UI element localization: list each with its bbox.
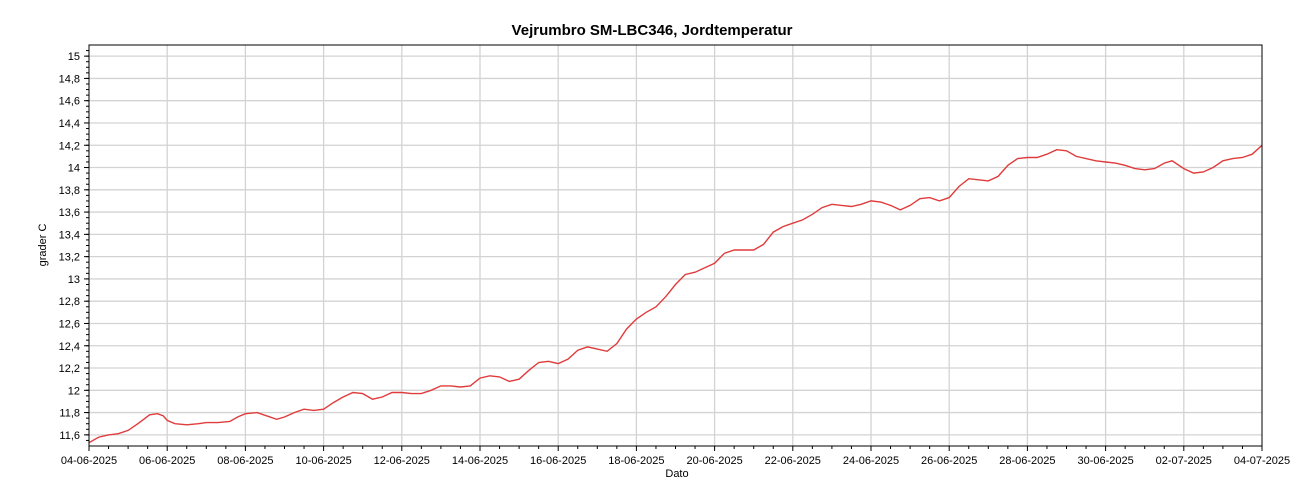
x-tick-label: 14-06-2025 bbox=[452, 455, 508, 467]
axes bbox=[84, 50, 1263, 451]
y-tick-label: 12 bbox=[68, 385, 80, 397]
y-tick-label: 13,6 bbox=[59, 207, 80, 219]
y-tick-label: 13,2 bbox=[59, 252, 80, 264]
x-tick-label: 28-06-2025 bbox=[999, 455, 1055, 467]
x-tick-label: 30-06-2025 bbox=[1077, 455, 1133, 467]
x-tick-label: 26-06-2025 bbox=[921, 455, 977, 467]
y-axis-label: grader C bbox=[37, 224, 49, 267]
y-tick-label: 14,4 bbox=[59, 118, 80, 130]
y-tick-label: 14,6 bbox=[59, 96, 80, 108]
x-tick-label: 24-06-2025 bbox=[843, 455, 899, 467]
chart-title: Vejrumbro SM-LBC346, Jordtemperatur bbox=[512, 22, 793, 39]
x-tick-label: 18-06-2025 bbox=[608, 455, 664, 467]
y-tick-label: 13 bbox=[68, 274, 80, 286]
y-tick-label: 11,8 bbox=[59, 408, 80, 420]
y-tick-label: 11,6 bbox=[59, 430, 80, 442]
x-tick-label: 04-06-2025 bbox=[61, 455, 117, 467]
x-tick-label: 10-06-2025 bbox=[295, 455, 351, 467]
y-tick-label: 12,2 bbox=[59, 363, 80, 375]
x-axis-label: Dato bbox=[665, 468, 688, 480]
plot-frame bbox=[88, 44, 1263, 447]
series-layer bbox=[89, 144, 1262, 444]
x-tick-label: 02-07-2025 bbox=[1156, 455, 1212, 467]
y-tick-label: 14 bbox=[68, 163, 80, 175]
x-tick-label: 12-06-2025 bbox=[374, 455, 430, 467]
tick-labels: 04-06-2025 06-06-2025 08-06-2025 10-06-2025… bbox=[59, 51, 1291, 467]
y-tick-label: 15 bbox=[68, 51, 80, 63]
y-tick-label: 14,2 bbox=[59, 140, 80, 152]
x-tick-label: 22-06-2025 bbox=[765, 455, 821, 467]
temperature-series-line bbox=[89, 144, 1262, 444]
x-tick-label: 06-06-2025 bbox=[139, 455, 195, 467]
y-tick-label: 13,8 bbox=[59, 185, 80, 197]
x-tick-label: 16-06-2025 bbox=[530, 455, 586, 467]
x-tick-label: 04-07-2025 bbox=[1234, 455, 1290, 467]
y-tick-label: 14,8 bbox=[59, 73, 80, 85]
grid-lines bbox=[89, 45, 1262, 446]
y-tick-label: 12,8 bbox=[59, 296, 80, 308]
y-tick-label: 13,4 bbox=[59, 229, 80, 241]
x-tick-label: 20-06-2025 bbox=[686, 455, 742, 467]
y-tick-label: 12,4 bbox=[59, 341, 80, 353]
x-tick-label: 08-06-2025 bbox=[217, 455, 273, 467]
y-tick-label: 12,6 bbox=[59, 318, 80, 330]
